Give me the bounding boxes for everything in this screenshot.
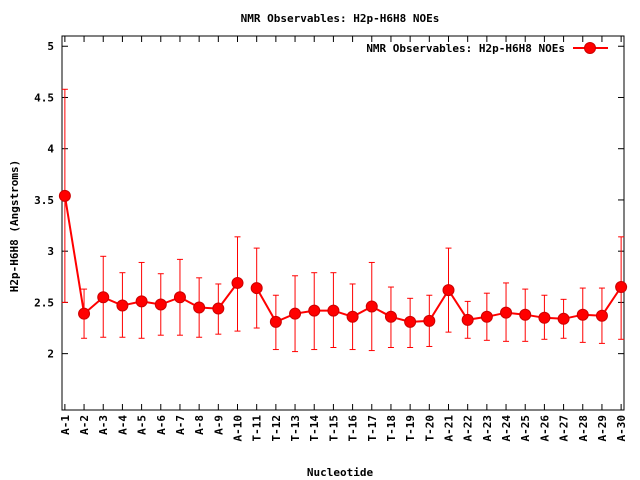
data-point <box>116 299 129 312</box>
data-point <box>423 314 436 327</box>
x-tick-label: A-10 <box>232 415 245 442</box>
data-point <box>365 300 378 313</box>
x-tick-label: A-27 <box>558 415 571 442</box>
legend-label: NMR Observables: H2p-H6H8 NOEs <box>366 42 565 55</box>
series-layer <box>58 88 628 353</box>
x-axis-label: Nucleotide <box>307 466 374 479</box>
x-tick-label: T-19 <box>404 415 417 442</box>
data-point <box>173 291 186 304</box>
data-point <box>269 315 282 328</box>
data-point <box>615 281 628 294</box>
x-tick-label: A-1 <box>59 415 72 435</box>
x-tick-label: T-14 <box>308 415 321 442</box>
x-tick-label: A-24 <box>500 415 513 442</box>
x-tick-label: A-3 <box>97 415 110 435</box>
data-point <box>231 276 244 289</box>
x-axis: A-1 A-2 A-3 A-4 A-5 A-6 A-7 A-8 A-9 A-10 T-11 T-12 T… <box>59 36 628 442</box>
x-tick-label: A-28 <box>577 415 590 442</box>
x-tick-label: T-15 <box>327 415 340 442</box>
data-point <box>576 308 589 321</box>
x-tick-label: A-29 <box>596 415 609 442</box>
y-axis-label: H2p-H6H8 (Angstroms) <box>8 160 21 292</box>
y-tick-label: 3.5 <box>34 194 54 207</box>
x-tick-label: A-21 <box>442 415 455 442</box>
x-tick-label: A-22 <box>462 415 475 442</box>
data-point <box>519 308 532 321</box>
y-axis: 2 2.5 3 3.5 4 4.5 5 <box>34 40 624 361</box>
x-tick-label: A-26 <box>538 415 551 442</box>
legend-marker <box>584 42 596 54</box>
data-point <box>58 189 71 202</box>
chart-title: NMR Observables: H2p-H6H8 NOEs <box>241 12 440 25</box>
data-point <box>308 304 321 317</box>
data-point <box>327 304 340 317</box>
x-tick-label: A-8 <box>193 415 206 435</box>
x-tick-label: T-18 <box>385 415 398 442</box>
y-tick-label: 2.5 <box>34 296 54 309</box>
legend: NMR Observables: H2p-H6H8 NOEs <box>366 42 608 55</box>
data-point <box>212 302 225 315</box>
x-tick-label: T-20 <box>423 415 436 442</box>
series-line <box>63 195 239 316</box>
x-tick-label: A-30 <box>615 415 628 442</box>
data-point <box>461 313 474 326</box>
x-tick-label: A-9 <box>212 415 225 435</box>
data-point <box>135 295 148 308</box>
data-point <box>538 311 551 324</box>
x-tick-label: A-5 <box>136 415 149 435</box>
x-tick-label: T-16 <box>347 415 360 442</box>
data-point <box>595 309 608 322</box>
y-tick-label: 4 <box>47 143 54 156</box>
x-tick-label: T-12 <box>270 415 283 442</box>
y-tick-label: 4.5 <box>34 91 54 104</box>
data-point <box>154 298 167 311</box>
x-tick-label: T-13 <box>289 415 302 442</box>
x-tick-label: A-23 <box>481 415 494 442</box>
data-point <box>346 310 359 323</box>
data-point <box>193 301 206 314</box>
x-tick-label: A-7 <box>174 415 187 435</box>
data-point <box>442 284 455 297</box>
plot-frame <box>61 35 625 411</box>
data-point <box>404 315 417 328</box>
x-tick-label: T-17 <box>366 415 379 442</box>
data-point <box>289 307 302 320</box>
data-point <box>78 307 91 320</box>
data-point <box>384 310 397 323</box>
x-tick-label: A-6 <box>155 415 168 435</box>
data-point <box>97 291 110 304</box>
x-tick-label: A-4 <box>116 415 129 435</box>
y-tick-label: 5 <box>47 40 54 53</box>
data-point <box>480 310 493 323</box>
y-tick-label: 3 <box>47 245 54 258</box>
data-point <box>250 282 263 295</box>
y-tick-label: 2 <box>47 348 54 361</box>
x-tick-label: A-2 <box>78 415 91 435</box>
data-point <box>557 312 570 325</box>
data-point <box>500 306 513 319</box>
x-tick-label: T-11 <box>251 415 264 442</box>
x-tick-label: A-25 <box>519 415 532 442</box>
